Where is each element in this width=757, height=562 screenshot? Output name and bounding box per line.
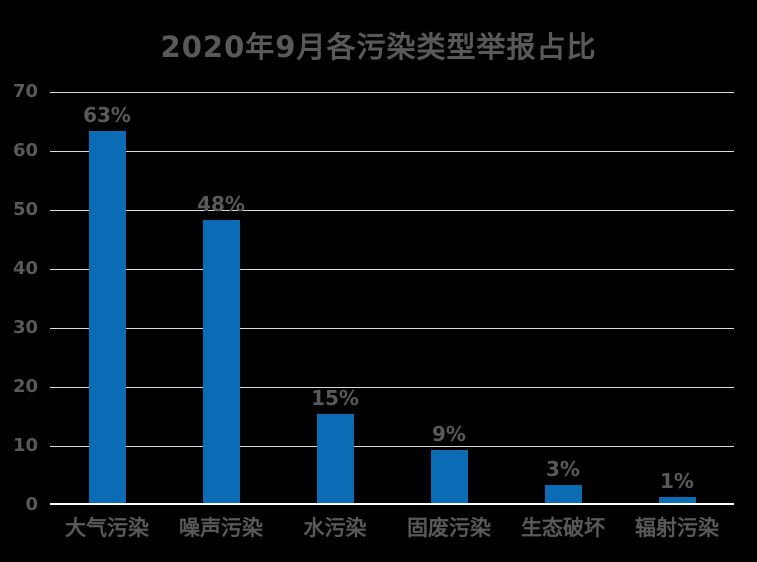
gridline-20 bbox=[50, 387, 734, 388]
bar-value-label: 1% bbox=[660, 469, 694, 493]
category-label-辐射污染: 辐射污染 bbox=[635, 516, 719, 540]
chart-title: 2020年9月各污染类型举报占比 bbox=[160, 30, 597, 64]
category-label-生态破坏: 生态破坏 bbox=[521, 516, 605, 540]
gridline-30 bbox=[50, 328, 734, 329]
y-tick-label-40: 40 bbox=[12, 258, 38, 279]
bar-固废污染 bbox=[431, 450, 468, 503]
gridline-50 bbox=[50, 210, 734, 211]
bar-生态破坏 bbox=[545, 485, 582, 503]
x-axis-line bbox=[50, 503, 734, 505]
y-tick-label-20: 20 bbox=[12, 376, 38, 397]
category-label-大气污染: 大气污染 bbox=[65, 516, 149, 540]
y-tick-label-30: 30 bbox=[12, 317, 38, 338]
bar-value-label: 48% bbox=[197, 192, 245, 216]
y-tick-label-0: 0 bbox=[25, 494, 38, 515]
y-tick-label-10: 10 bbox=[12, 435, 38, 456]
plot-area: 63% 48% 15% 9% 3% 1% bbox=[50, 92, 734, 505]
gridline-10 bbox=[50, 446, 734, 447]
bar-value-label: 63% bbox=[83, 103, 131, 127]
y-tick-label-50: 50 bbox=[12, 199, 38, 220]
y-tick-label-60: 60 bbox=[12, 140, 38, 161]
bar-大气污染 bbox=[89, 131, 126, 503]
gridline-70 bbox=[50, 92, 734, 93]
category-label-固废污染: 固废污染 bbox=[407, 516, 491, 540]
bar-噪声污染 bbox=[203, 220, 240, 503]
bar-水污染 bbox=[317, 414, 354, 503]
category-label-噪声污染: 噪声污染 bbox=[179, 516, 263, 540]
gridline-40 bbox=[50, 269, 734, 270]
bar-value-label: 9% bbox=[432, 422, 466, 446]
bar-辐射污染 bbox=[659, 497, 696, 503]
gridline-60 bbox=[50, 151, 734, 152]
bar-value-label: 15% bbox=[311, 386, 359, 410]
category-label-水污染: 水污染 bbox=[303, 516, 367, 540]
y-tick-label-70: 70 bbox=[12, 81, 38, 102]
bar-value-label: 3% bbox=[546, 457, 580, 481]
